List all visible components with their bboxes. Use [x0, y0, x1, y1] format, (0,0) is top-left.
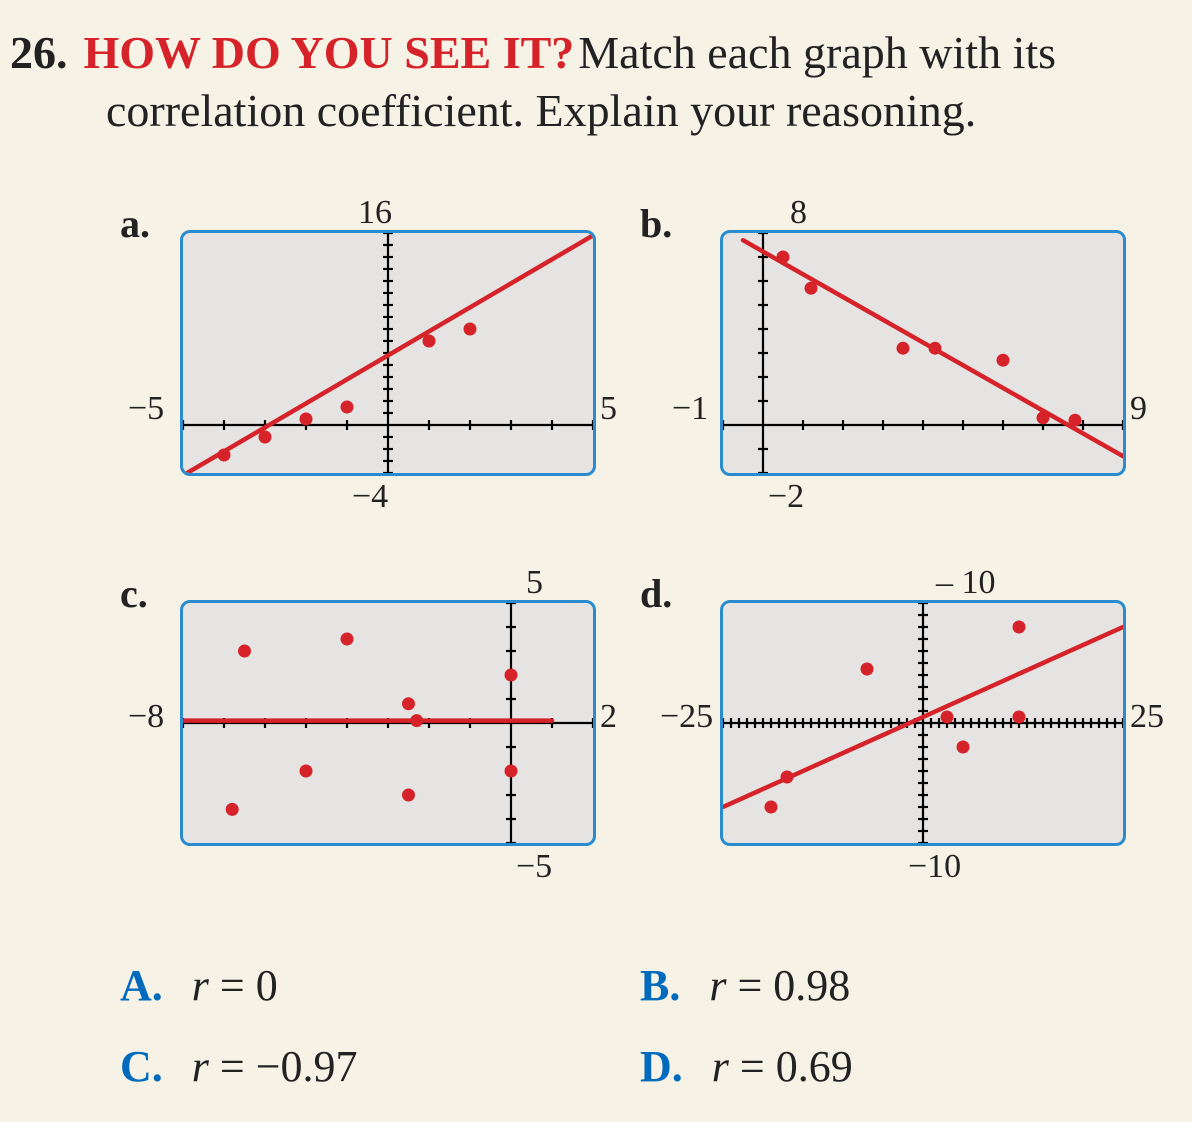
graph-label-c: c. — [120, 570, 148, 617]
ymax-b: 8 — [790, 194, 807, 232]
question-text-2: correlation coefficient. Explain your re… — [106, 85, 976, 136]
answers-block: A. r = 0 B. r = 0.98 C. r = −0.97 D. r =… — [120, 960, 1170, 1122]
graphs-grid: a. 16 −5 5 −4 b. 8 −1 9 −2 c. 5 −8 2 −5 — [120, 200, 1160, 940]
ymin-c: −5 — [516, 848, 552, 886]
ymax-a: 16 — [358, 194, 392, 232]
xmax-d: 25 — [1130, 698, 1164, 736]
graph-cell-d: d. – 10 −25 25 −10 — [640, 570, 1160, 890]
graph-cell-b: b. 8 −1 9 −2 — [640, 200, 1160, 520]
answer-C: C. r = −0.97 — [120, 1041, 640, 1092]
question-header: 26. HOW DO YOU SEE IT? Match each graph … — [10, 24, 1160, 139]
graph-label-b: b. — [640, 200, 672, 247]
ymin-b: −2 — [768, 478, 804, 516]
graph-panel-d — [720, 600, 1126, 846]
xmin-c: −8 — [128, 698, 164, 736]
answer-C-label: C. — [120, 1042, 163, 1091]
answer-B: B. r = 0.98 — [640, 960, 1160, 1011]
xmin-d: −25 — [660, 698, 713, 736]
graph-label-a: a. — [120, 200, 150, 247]
xmin-b: −1 — [672, 390, 708, 428]
ymax-c: 5 — [526, 564, 543, 602]
graph-label-d: d. — [640, 570, 672, 617]
question-number: 26. — [10, 27, 68, 78]
answer-D-label: D. — [640, 1042, 683, 1091]
answer-D: D. r = 0.69 — [640, 1041, 1160, 1092]
graph-row-2: c. 5 −8 2 −5 d. – 10 −25 25 −10 — [120, 570, 1160, 890]
ymin-a: −4 — [352, 478, 388, 516]
question-red: HOW DO YOU SEE IT? — [84, 27, 575, 78]
graph-panel-c — [180, 600, 596, 846]
answer-B-label: B. — [640, 961, 680, 1010]
ymin-d: −10 — [908, 848, 961, 886]
answer-A: A. r = 0 — [120, 960, 640, 1011]
answer-row-1: A. r = 0 B. r = 0.98 — [120, 960, 1170, 1011]
graph-cell-c: c. 5 −8 2 −5 — [120, 570, 640, 890]
graph-panel-a — [180, 230, 596, 476]
xmax-b: 9 — [1130, 390, 1147, 428]
answer-row-2: C. r = −0.97 D. r = 0.69 — [120, 1041, 1170, 1092]
xmax-c: 2 — [600, 698, 617, 736]
answer-A-label: A. — [120, 961, 163, 1010]
xmax-a: 5 — [600, 390, 617, 428]
question-text-1: Match each graph with its — [578, 27, 1056, 78]
graph-panel-b — [720, 230, 1126, 476]
graph-row-1: a. 16 −5 5 −4 b. 8 −1 9 −2 — [120, 200, 1160, 520]
xmin-a: −5 — [128, 390, 164, 428]
ymax-d: – 10 — [936, 564, 996, 602]
graph-cell-a: a. 16 −5 5 −4 — [120, 200, 640, 520]
